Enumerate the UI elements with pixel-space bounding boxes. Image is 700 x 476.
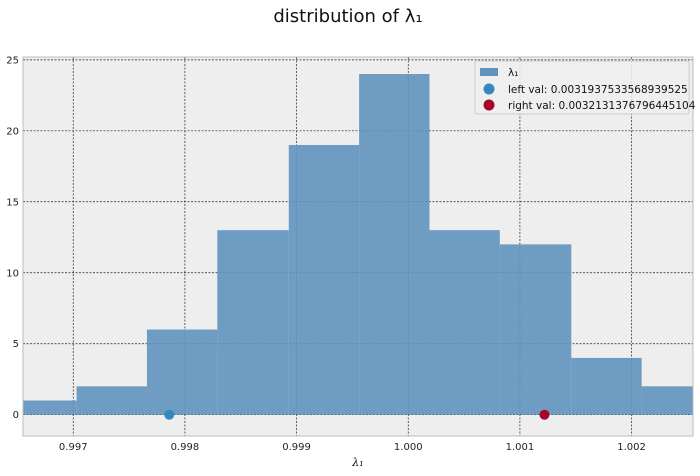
histogram-bar: [76, 386, 147, 415]
legend-box: [474, 60, 690, 115]
x-axis-ticks: 0.997 0.998 0.999 1.000 1.001 1.002: [59, 442, 646, 453]
legend-swatch: [480, 68, 498, 76]
scatter-point: [164, 409, 175, 420]
y-tick-label: 20: [6, 126, 19, 137]
histogram-bar: [288, 145, 360, 415]
legend-label: left val: 0.0031937533568939525: [508, 84, 688, 96]
y-axis-ticks: 0 5 10 15 20 25: [6, 55, 19, 421]
plot-border: [22, 56, 694, 437]
y-tick-label: 15: [6, 197, 19, 208]
y-tick-label: 10: [6, 268, 19, 279]
x-tick-label: 0.998: [171, 442, 200, 453]
y-tick-label: 25: [6, 55, 19, 66]
x-tick-label: 0.999: [282, 442, 311, 453]
x-tick-label: 0.997: [59, 442, 88, 453]
legend-marker: [483, 99, 495, 111]
x-tick-label: 1.001: [506, 442, 535, 453]
y-tick-label: 0: [13, 410, 19, 421]
histogram-bars: [23, 74, 693, 415]
histogram-bar: [641, 386, 693, 415]
legend-label: λ₁: [508, 67, 518, 79]
legend-label: right val: 0.0032131376796445104: [508, 100, 696, 112]
legend-marker: [483, 83, 495, 95]
histogram-bar: [571, 357, 642, 415]
x-axis-label: λ₁: [351, 456, 363, 469]
histogram-bar: [429, 230, 500, 415]
x-tick-label: 1.002: [617, 442, 646, 453]
y-tick-label: 5: [13, 339, 19, 350]
legend: λ₁ left val: 0.0031937533568939525 right v…: [474, 60, 696, 115]
histogram-bar: [499, 244, 572, 415]
histogram-bar: [146, 329, 218, 415]
histogram-bar: [359, 74, 430, 415]
scatter-point: [539, 409, 550, 420]
scatter-points: [164, 409, 550, 420]
chart-title: distribution of λ₁: [273, 6, 422, 27]
histogram-bar: [23, 400, 77, 415]
histogram-bar: [217, 230, 289, 415]
x-tick-label: 1.000: [394, 442, 423, 453]
